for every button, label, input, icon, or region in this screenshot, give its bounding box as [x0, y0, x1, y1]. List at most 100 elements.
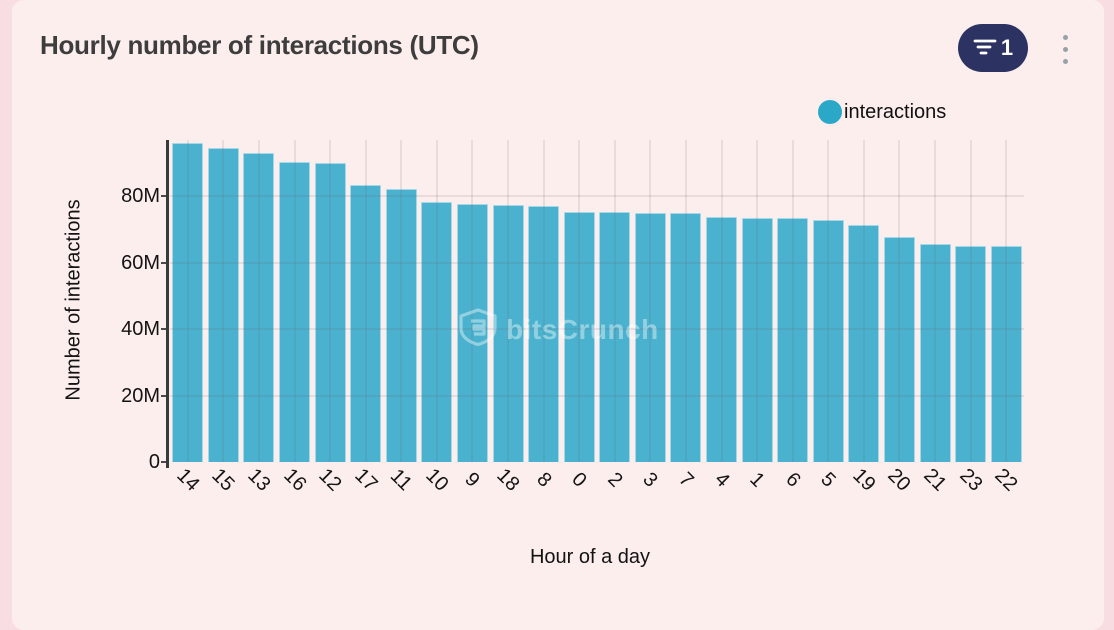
- gridline-vertical: [756, 140, 759, 462]
- y-tick-label: 0: [148, 451, 160, 473]
- gridline-vertical: [684, 140, 687, 462]
- bar-hour-19[interactable]: [848, 224, 880, 462]
- x-tick-label: 11: [386, 464, 417, 496]
- bar-hour-13[interactable]: [243, 153, 275, 462]
- x-tick-label: 20: [883, 464, 916, 496]
- gridline-vertical: [364, 140, 367, 462]
- y-tick-mark: [161, 461, 168, 463]
- gridline-vertical: [542, 140, 545, 462]
- gridline-vertical: [649, 140, 652, 462]
- more-options-button[interactable]: [1054, 26, 1076, 72]
- filter-count-badge: 1: [1000, 35, 1014, 60]
- bar-hour-0[interactable]: [563, 211, 595, 462]
- gridline-vertical: [257, 140, 260, 462]
- gridline-vertical: [969, 140, 972, 462]
- gridline-vertical: [791, 140, 794, 462]
- x-tick-label: 2: [603, 468, 627, 492]
- bar-hour-2[interactable]: [599, 212, 631, 462]
- y-axis-line: [166, 140, 169, 468]
- gridline-horizontal: [170, 394, 1024, 397]
- x-tick-label: 9: [460, 468, 485, 492]
- gridline-horizontal: [170, 328, 1024, 331]
- x-tick-label: 7: [674, 468, 698, 492]
- bar-hour-14[interactable]: [172, 143, 204, 462]
- bar-hour-1[interactable]: [741, 217, 773, 462]
- bar-hour-20[interactable]: [883, 237, 915, 462]
- x-tick-label: 23: [954, 464, 987, 496]
- kebab-menu-icon: [1062, 34, 1068, 40]
- bar-hour-4[interactable]: [706, 216, 738, 462]
- bar-hour-9[interactable]: [456, 203, 488, 462]
- bar-hour-11[interactable]: [385, 188, 417, 462]
- bar-hour-16[interactable]: [279, 161, 311, 462]
- x-tick-label: 6: [780, 468, 805, 492]
- x-tick-label: 21: [919, 464, 951, 496]
- x-tick-label: 8: [531, 468, 556, 492]
- legend-swatch-icon: [818, 100, 842, 124]
- gridline-vertical: [400, 140, 403, 462]
- y-tick-mark: [161, 195, 168, 198]
- bar-hour-23[interactable]: [955, 246, 987, 462]
- legend-item-interactions[interactable]: interactions: [818, 100, 946, 124]
- x-tick-label: 10: [421, 464, 453, 496]
- gridline-vertical: [827, 140, 830, 462]
- y-axis-title: Number of interactions: [62, 199, 85, 401]
- bar-hour-17[interactable]: [350, 184, 382, 462]
- gridline-vertical: [934, 140, 937, 462]
- gridline-horizontal: [170, 261, 1024, 264]
- y-tick-label: 60M: [121, 251, 160, 274]
- x-tick-label: 22: [990, 464, 1022, 496]
- bar-hour-6[interactable]: [777, 218, 809, 462]
- kebab-menu-icon: [1062, 58, 1068, 64]
- bar-hour-10[interactable]: [421, 202, 453, 462]
- bar-hour-5[interactable]: [812, 220, 844, 462]
- bar-hour-21[interactable]: [919, 244, 951, 462]
- gridline-vertical: [613, 140, 616, 462]
- gridline-vertical: [578, 140, 581, 462]
- plot-area: bitsCrunch 14 15 13 16 12 17 11 10 9 18 8 0 2 3 7 4 1 6 5 1…: [170, 140, 1024, 496]
- filter-button[interactable]: 1: [958, 24, 1028, 72]
- page-title: Hourly number of interactions (UTC): [40, 30, 479, 60]
- bar-hour-18[interactable]: [492, 204, 524, 462]
- x-tick-label: 18: [492, 464, 524, 496]
- chart-card: Hourly number of interactions (UTC) 1 in…: [12, 0, 1104, 630]
- x-tick-label: 17: [350, 464, 382, 496]
- x-axis-title: Hour of a day: [529, 546, 651, 568]
- gridline-vertical: [293, 140, 296, 462]
- x-tick-label: 12: [314, 464, 346, 496]
- y-tick-mark: [161, 261, 168, 264]
- bar-hour-22[interactable]: [990, 246, 1022, 462]
- gridline-vertical: [471, 140, 474, 462]
- x-tick-label: 16: [278, 464, 311, 496]
- kebab-menu-icon: [1062, 46, 1068, 52]
- gridline-vertical: [507, 140, 510, 462]
- y-tick-label: 40M: [121, 318, 160, 341]
- x-tick-label: 14: [172, 464, 204, 496]
- x-tick-label: 15: [207, 464, 240, 496]
- bar-hour-3[interactable]: [634, 212, 666, 462]
- gridline-vertical: [1005, 140, 1008, 462]
- gridline-vertical: [222, 140, 225, 462]
- gridline-horizontal: [170, 195, 1024, 198]
- gridline-vertical: [329, 140, 332, 462]
- x-tick-label: 5: [816, 468, 840, 492]
- x-tick-label: 3: [638, 468, 663, 492]
- legend-label: interactions: [844, 100, 947, 123]
- bar-hour-15[interactable]: [207, 148, 239, 462]
- y-tick-label: 80M: [121, 185, 160, 208]
- y-tick-mark: [161, 394, 168, 397]
- x-tick-label: 4: [709, 468, 734, 492]
- gridline-vertical: [186, 140, 189, 462]
- x-tick-label: 19: [848, 464, 880, 496]
- y-tick-mark: [161, 328, 168, 331]
- y-tick-label: 20M: [121, 384, 160, 407]
- x-tick-label: 13: [243, 464, 275, 496]
- gridline-vertical: [435, 140, 438, 462]
- x-tick-label: 0: [567, 468, 591, 492]
- bar-hour-7[interactable]: [670, 213, 702, 462]
- x-tick-label: 1: [745, 468, 769, 492]
- bar-hour-12[interactable]: [314, 163, 346, 462]
- filter-funnel-lines-icon: [973, 36, 997, 61]
- gridline-vertical: [862, 140, 865, 462]
- bar-hour-8[interactable]: [528, 206, 560, 462]
